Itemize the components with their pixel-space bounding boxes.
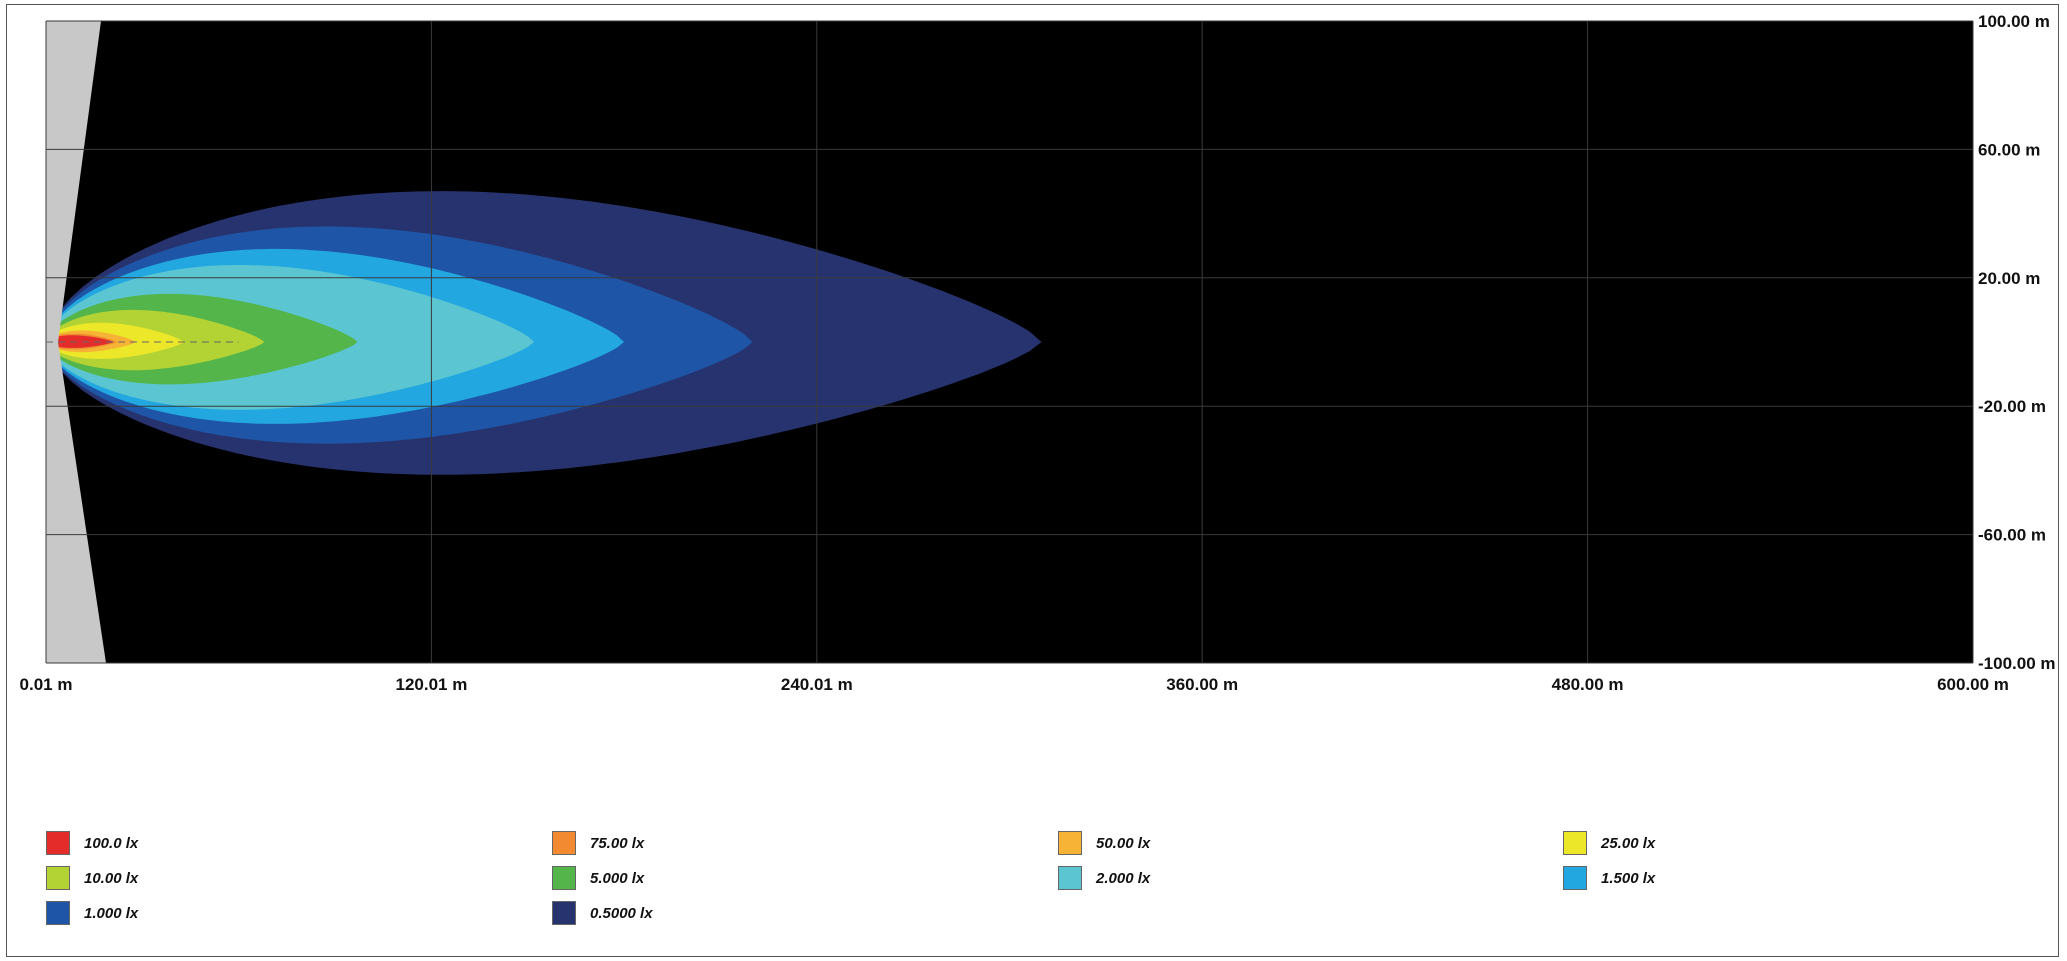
y-tick-label: -20.00 m	[1978, 397, 2046, 416]
x-tick-label: 0.01 m	[20, 675, 73, 694]
y-tick-label: 20.00 m	[1978, 269, 2040, 288]
grid-lines	[45, 20, 1974, 664]
y-axis-ticks: 100.00 m 60.00 m 20.00 m -20.00 m -60.00 m -1…	[1978, 12, 2056, 673]
x-tick-label: 120.01 m	[395, 675, 467, 694]
y-tick-label: 60.00 m	[1978, 140, 2040, 159]
contour-100-0-lx	[45, 335, 114, 348]
x-tick-label: 600.00 m	[1937, 675, 2009, 694]
isolux-plot: 100.00 m 60.00 m 20.00 m -20.00 m -60.00 m -1…	[20, 12, 2056, 694]
wall-shape	[46, 21, 106, 663]
x-axis-ticks: 0.01 m 120.01 m 240.01 m 360.00 m 480.00 m 60…	[20, 675, 2009, 694]
x-tick-label: 480.00 m	[1552, 675, 1624, 694]
x-tick-label: 360.00 m	[1166, 675, 1238, 694]
y-tick-label: -60.00 m	[1978, 526, 2046, 545]
isolux-contours	[45, 191, 1042, 475]
x-tick-label: 240.01 m	[781, 675, 853, 694]
y-tick-label: -100.00 m	[1978, 654, 2056, 673]
chart-frame	[6, 4, 2059, 957]
y-tick-label: 100.00 m	[1978, 12, 2050, 31]
